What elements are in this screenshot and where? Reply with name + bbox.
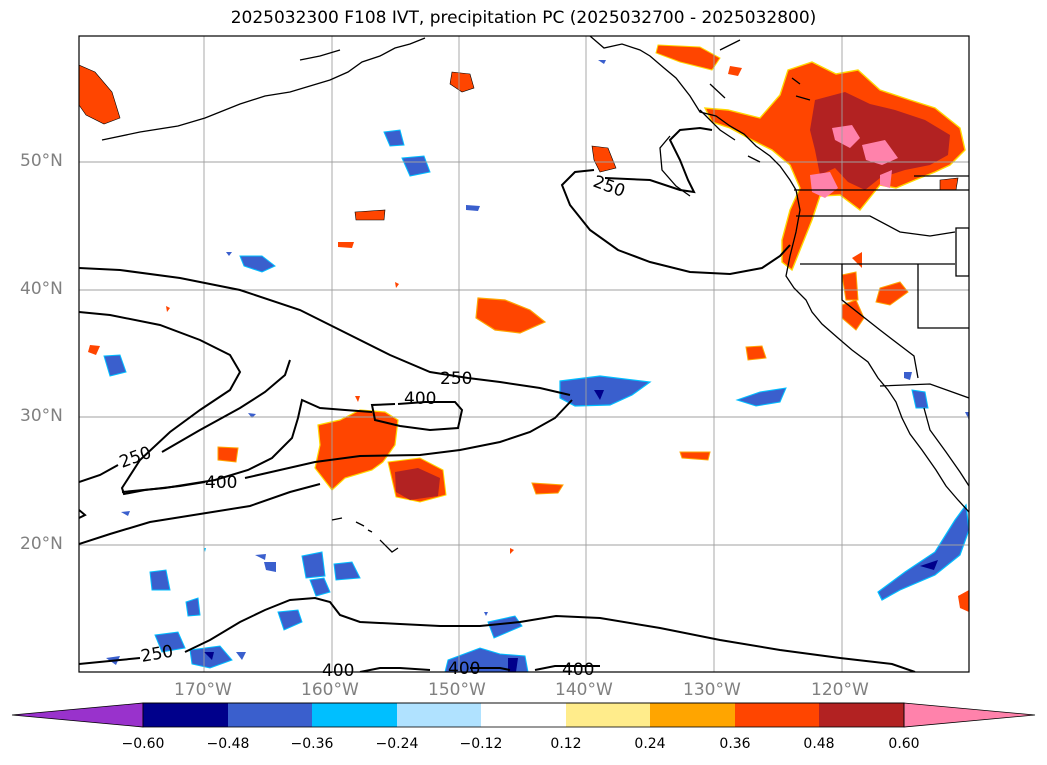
colorbar-segment [397, 703, 481, 727]
contour-label: 250 [590, 172, 627, 202]
lat-label-30n: 30°N [20, 406, 63, 426]
lon-label-160w: 160°W [301, 680, 359, 700]
lon-label-130w: 130°W [683, 680, 741, 700]
contour-label: 250 [139, 642, 174, 667]
colorbar-tick: −0.48 [206, 736, 250, 752]
colorbar-segment [228, 703, 312, 727]
lon-label-170w: 170°W [174, 680, 232, 700]
colorbar-segment [566, 703, 650, 727]
colorbar-segment [735, 703, 819, 727]
contour-label: 400 [562, 660, 594, 680]
colorbar-tick: 0.24 [634, 736, 666, 752]
contour-label: 400 [448, 659, 480, 679]
contour-labels: 250 400 250 400 250 400 400 400 250 [117, 172, 628, 681]
contour-label: 250 [440, 369, 472, 389]
lat-label-40n: 40°N [20, 279, 63, 299]
colorbar-segment [143, 703, 228, 727]
colorbar-tick: −0.36 [290, 736, 334, 752]
colorbar-tick: −0.12 [459, 736, 503, 752]
map-title: 2025032300 F108 IVT, precipitation PC (2… [230, 8, 817, 28]
colorbar-extend-max [903, 702, 1036, 728]
colorbar-tick: −0.60 [121, 736, 165, 752]
positive-precip-blobs [79, 44, 969, 612]
colorbar [11, 702, 1036, 728]
ivt-contours [79, 126, 916, 672]
colorbar-tick: 0.48 [803, 736, 835, 752]
colorbar-tick: −0.24 [375, 736, 419, 752]
colorbar-extend-min [11, 702, 144, 728]
contour-label: 250 [117, 443, 154, 473]
lon-label-150w: 150°W [428, 680, 486, 700]
contour-label: 400 [404, 389, 436, 409]
colorbar-tick: 0.36 [719, 736, 751, 752]
contour-label: 400 [322, 661, 354, 681]
contour-label: 400 [205, 473, 237, 493]
precip-anomaly-fields [79, 44, 969, 672]
lat-label-50n: 50°N [20, 151, 63, 171]
colorbar-tick: 0.60 [888, 736, 920, 752]
graticule [79, 36, 969, 672]
colorbar-segment [650, 703, 735, 727]
map-frame [78, 35, 970, 673]
lat-label-20n: 20°N [20, 534, 63, 554]
negative-precip-blobs [103, 60, 969, 672]
colorbar-tick: 0.12 [550, 736, 582, 752]
colorbar-segment [819, 703, 904, 727]
lon-label-120w: 120°W [811, 680, 869, 700]
lon-label-140w: 140°W [555, 680, 613, 700]
coastlines [101, 36, 969, 553]
colorbar-segment [481, 703, 566, 727]
colorbar-segment [312, 703, 397, 727]
